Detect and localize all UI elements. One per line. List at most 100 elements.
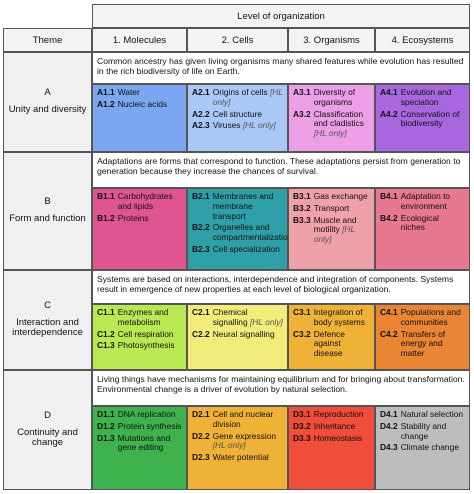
topic-code: B1.2: [97, 212, 115, 223]
topic-title: Transfers of energy and matter: [400, 328, 446, 358]
topic-code: D4.2: [380, 420, 398, 431]
topic-title: Natural selection: [400, 409, 464, 419]
topic-item: C4.1 Populations and communities: [380, 307, 465, 328]
theme-letter: B: [44, 196, 51, 208]
topic-cell-d2: D2.1 Cell and nuclear division D2.2 Gene ex…: [187, 406, 288, 490]
topic-title: Diversity of organisms: [313, 87, 356, 107]
topic-text-wrap: Inheritance: [314, 421, 355, 432]
topic-title: Reproduction: [313, 409, 364, 419]
topic-title: Ecological niches: [400, 212, 439, 233]
topic-item: A3.1 Diversity of organisms: [293, 87, 370, 108]
level-header-cells: 2. Cells: [187, 28, 288, 52]
topic-item: A1.2 Nucleic acids: [97, 98, 182, 110]
topic-item: D3.1 Reproduction: [293, 409, 370, 420]
topic-code: D4.1: [380, 409, 398, 419]
topic-code: A3.2: [293, 108, 311, 119]
hl-only-tag: [HL only]: [313, 224, 355, 244]
level-of-organization-header: Level of organization: [92, 4, 470, 28]
topic-item: C3.2 Defence against disease: [293, 328, 370, 359]
topic-text-wrap: Organelles and compartmentalization: [213, 222, 293, 243]
topic-title: Evolution and speciation: [400, 87, 452, 107]
topic-title: Stability and change: [400, 420, 447, 441]
topic-code: D3.3: [293, 432, 311, 443]
topic-title: Membranes and membrane transport: [212, 191, 274, 221]
topic-cell-a3: A3.1 Diversity of organisms A3.2 Classifica…: [288, 84, 375, 152]
level-header-molecules: 1. Molecules: [92, 28, 187, 52]
topic-code: A3.1: [293, 87, 311, 97]
hl-only-tag: [HL only]: [212, 440, 246, 451]
topic-item: A2.2 Cell structure: [192, 109, 283, 120]
topic-title: Protein synthesis: [117, 420, 182, 431]
topic-title: Carbohydrates and lipids: [117, 191, 173, 211]
topic-text-wrap: Protein synthesis: [117, 420, 182, 432]
topic-code: C4.1: [380, 307, 398, 317]
topic-title: DNA replication: [117, 409, 176, 419]
topic-code: C4.2: [380, 328, 398, 339]
topic-code: A2.1: [192, 87, 210, 97]
topic-title: Integration of body systems: [313, 307, 365, 327]
topic-code: B4.1: [380, 191, 398, 201]
topic-item: A2.1 Origins of cells [HL only]: [192, 87, 283, 108]
theme-cell-d: D Continuity and change: [3, 370, 92, 490]
topic-title: Gene expression: [212, 430, 277, 441]
topic-text-wrap: DNA replication: [117, 409, 176, 420]
topic-code: A1.2: [97, 98, 115, 109]
topic-code: D2.1: [192, 409, 210, 419]
topic-item: D1.3 Mutations and gene editing: [97, 432, 182, 454]
topic-cell-c4: C4.1 Populations and communities C4.2 Trans…: [375, 304, 470, 370]
topic-text-wrap: Photosynthesis: [118, 340, 175, 351]
topic-text-wrap: Homeostasis: [314, 433, 362, 444]
topic-item: B1.1 Carbohydrates and lipids: [97, 191, 182, 212]
topic-item: B4.2 Ecological niches: [380, 212, 465, 234]
topic-text-wrap: Water: [118, 87, 140, 98]
theme-letter: A: [44, 87, 51, 99]
topic-code: C2.2: [192, 328, 210, 339]
topic-text-wrap: Enzymes and metabolism: [118, 307, 182, 328]
topic-title: Cell respiration: [117, 328, 174, 339]
topic-title: Proteins: [117, 212, 149, 223]
topic-text-wrap: Evolution and speciation: [400, 87, 465, 108]
hl-only-tag: [HL only]: [313, 128, 347, 138]
topic-text-wrap: Cell respiration: [117, 328, 174, 340]
topic-item: C1.3 Photosynthesis: [97, 340, 182, 351]
topic-item: A4.2 Conservation of biodiversity: [380, 108, 465, 130]
level-header-organisms: 3. Organisms: [288, 28, 375, 52]
theme-statement-b: Adaptations are forms that correspond to…: [92, 152, 470, 188]
topic-code: D3.1: [293, 409, 311, 419]
topic-text-wrap: Carbohydrates and lipids: [117, 191, 182, 212]
theme-name: Form and function: [9, 213, 86, 224]
topic-title: Gas exchange: [313, 191, 368, 201]
topic-cell-d3: D3.1 Reproduction D3.2 Inheritance D3.3 Homeo…: [288, 406, 375, 490]
topic-text-wrap: Adaptation to environment: [400, 191, 465, 212]
topic-item: D4.2 Stability and change: [380, 420, 465, 442]
topic-code: A4.2: [380, 108, 398, 119]
theme-column-header: Theme: [3, 28, 92, 52]
topic-item: C4.2 Transfers of energy and matter: [380, 328, 465, 359]
topic-item: A2.3 Viruses [HL only]: [192, 120, 283, 131]
topic-text-wrap: Muscle and motility [HL only]: [313, 215, 370, 245]
topic-item: B3.2 Transport: [293, 202, 370, 214]
topic-code: D2.2: [192, 430, 210, 441]
topic-code: B2.2: [192, 222, 210, 233]
topic-item: B3.3 Muscle and motility [HL only]: [293, 215, 370, 245]
topic-text-wrap: Nucleic acids: [117, 98, 168, 110]
topic-cell-a1: A1.1 Water A1.2 Nucleic acids: [92, 84, 187, 152]
topic-cell-a4: A4.1 Evolution and speciation A4.2 Conserva…: [375, 84, 470, 152]
topic-code: B4.2: [380, 212, 398, 223]
theme-statement-a: Common ancestry has given living organis…: [92, 52, 470, 84]
topic-title: Adaptation to environment: [400, 191, 451, 211]
topic-item: C2.1 Chemical signalling [HL only]: [192, 307, 283, 328]
hl-only-tag: [HL only]: [212, 87, 283, 107]
topic-text-wrap: Populations and communities: [401, 307, 465, 328]
topic-cell-b3: B3.1 Gas exchange B3.2 Transport B3.3 Muscle …: [288, 188, 375, 270]
topic-text-wrap: Gene expression [HL only]: [212, 430, 283, 452]
topic-cell-d1: D1.1 DNA replication D1.2 Protein synthesis…: [92, 406, 187, 490]
topic-item: D2.2 Gene expression [HL only]: [192, 430, 283, 452]
theme-cell-a: A Unity and diversity: [3, 52, 92, 152]
topic-code: B3.2: [293, 202, 311, 213]
topic-title: Defence against disease: [313, 328, 345, 358]
topic-title: Nucleic acids: [117, 98, 168, 109]
topic-item: D1.1 DNA replication: [97, 409, 182, 420]
topic-item: C3.1 Integration of body systems: [293, 307, 370, 328]
topic-code: D1.3: [97, 432, 115, 443]
